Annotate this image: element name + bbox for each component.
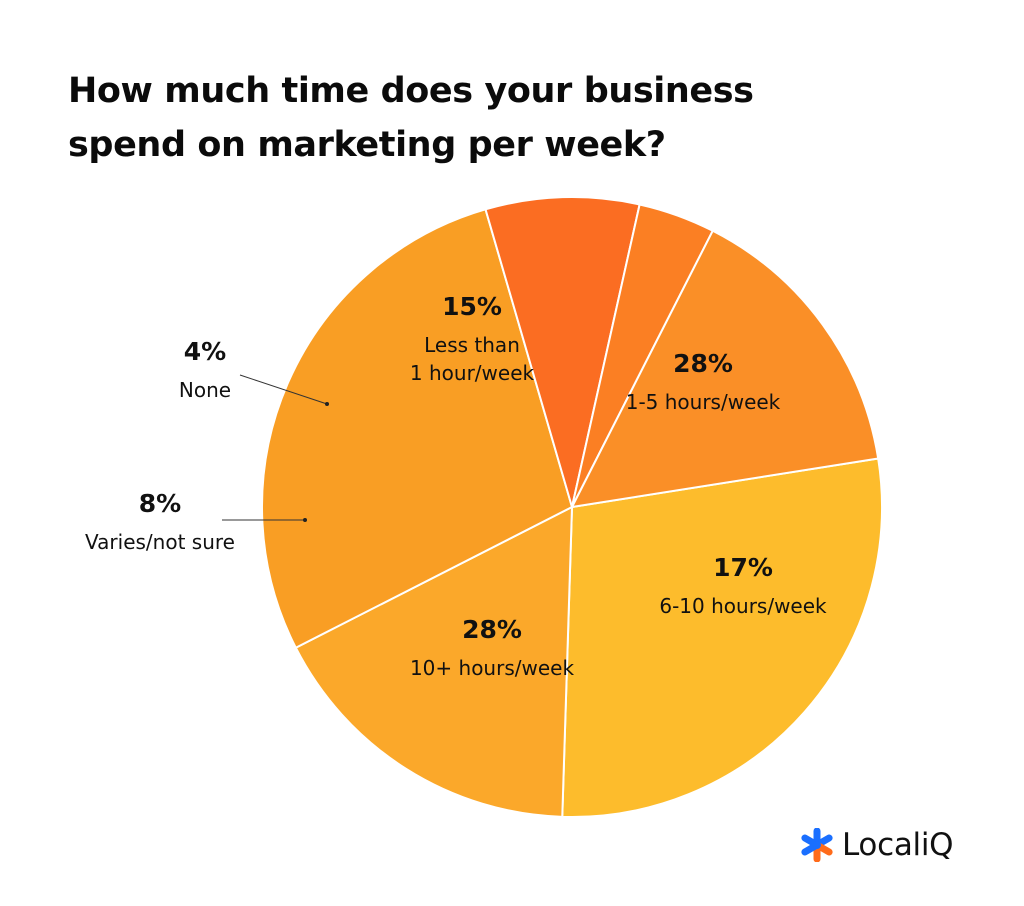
slice-category-label-4-0: None [179,378,231,402]
slice-category-label-5-1: 1 hour/week [410,361,535,385]
slice-value-label-2: 28% [462,615,522,644]
pie-slice-3 [484,196,641,508]
leader-lines [222,374,329,522]
brand-name: LocaliQ [842,827,954,863]
pie-slice-5 [571,229,880,508]
slice-category-label-1-0: 6-10 hours/week [659,594,827,618]
chart-title-line-2: spend on marketing per week? [68,125,666,165]
slice-category-label-0-0: 1-5 hours/week [626,390,781,414]
slice-value-label-5: 15% [442,292,502,321]
pie-slice-1 [294,506,573,818]
slice-category-label-2-0: 10+ hours/week [410,656,575,680]
slice-category-label-5-0: Less than [424,333,520,357]
leader-line-4 [239,374,328,405]
pie-slice-0 [561,457,883,818]
slice-value-label-1: 17% [713,553,773,582]
slice-category-label-3-0: Varies/not sure [85,530,235,554]
leader-dot-3 [303,518,307,522]
localiq-asterisk-icon [801,828,833,862]
pie-slice-2 [261,208,573,649]
brand-logo: LocaliQ [800,824,954,866]
leader-dot-4 [325,402,329,406]
slice-value-label-3: 8% [139,489,181,518]
chart-title: How much time does your business spend o… [68,64,948,172]
pie-slices [261,196,883,818]
logo-hub [813,841,821,849]
slice-value-label-4: 4% [184,337,226,366]
slice-labels: 28% 1-5 hours/week 17% 6-10 hours/week 28% 10… [85,292,827,680]
slice-value-label-0: 28% [673,349,733,378]
chart-title-line-1: How much time does your business [68,71,754,111]
